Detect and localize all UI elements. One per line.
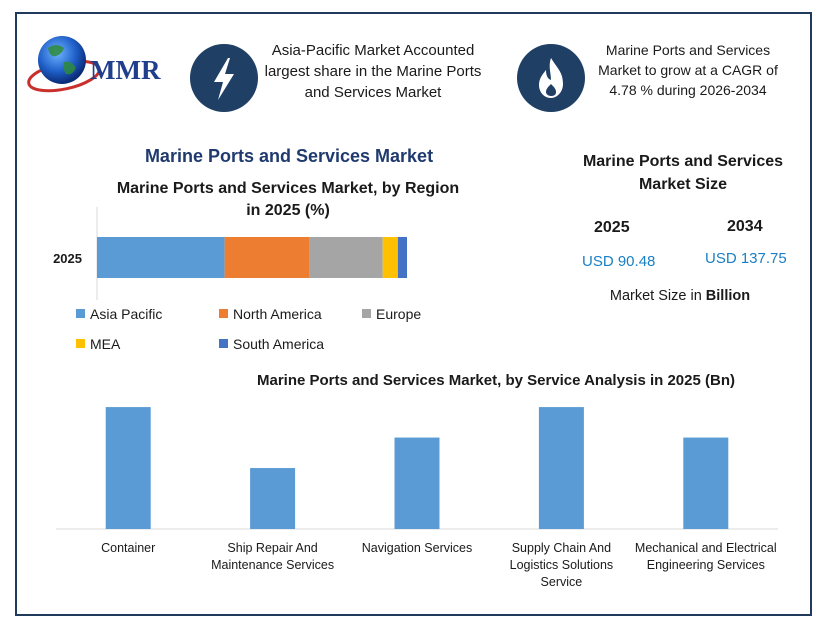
flame-icon xyxy=(517,44,585,112)
legend-label: South America xyxy=(233,336,324,352)
legend-label: North America xyxy=(233,306,322,322)
callout-left-text: Asia-Pacific Market Accounted largest sh… xyxy=(258,40,488,103)
region-segment-asia-pacific xyxy=(97,237,225,278)
market-size-note-unit: Billion xyxy=(705,288,751,304)
globe-icon xyxy=(27,36,101,93)
legend-swatch xyxy=(219,309,228,318)
legend-swatch xyxy=(76,339,85,348)
market-size-title-line: Market Size xyxy=(638,176,728,193)
service-category-label: Mechanical and Electrical xyxy=(635,541,777,555)
region-segment-north-america xyxy=(224,237,310,278)
service-category-label: Service xyxy=(541,575,583,589)
service-bar xyxy=(105,407,151,529)
market-size-title: Marine Ports and Services Market Size xyxy=(570,150,796,196)
market-size-title-line: Marine Ports and Services xyxy=(582,153,784,170)
service-category-label: Navigation Services xyxy=(362,541,472,555)
region-segment-mea xyxy=(382,237,398,278)
callout-left-line: largest share in the Marine Ports xyxy=(264,63,482,80)
year-2025-label: 2025 xyxy=(594,219,630,236)
service-category-label: Ship Repair And xyxy=(227,541,317,555)
market-size-note: Market Size in Billion xyxy=(580,288,780,304)
callout-right-line: Market to grow at a CAGR of xyxy=(598,62,778,78)
service-category-label: Maintenance Services xyxy=(211,558,334,572)
lightning-icon xyxy=(190,44,258,112)
legend-label: Asia Pacific xyxy=(90,306,162,322)
callout-left-line: Asia-Pacific Market Accounted xyxy=(271,42,475,59)
infographic-frame xyxy=(15,12,812,616)
region-segment-europe xyxy=(309,237,383,278)
service-chart-title: Marine Ports and Services Market, by Ser… xyxy=(257,372,735,389)
main-title: Marine Ports and Services Market xyxy=(144,146,434,166)
mmr-logo xyxy=(24,32,174,102)
market-size-note-prefix: Market Size in xyxy=(609,288,706,304)
service-bar xyxy=(250,468,296,529)
legend-label: Europe xyxy=(376,306,421,322)
region-category-label: 2025 xyxy=(53,251,82,266)
service-bar xyxy=(394,437,440,529)
legend-swatch xyxy=(362,309,371,318)
market-value-2034: USD 137.75 xyxy=(705,250,787,267)
service-category-label: Supply Chain And xyxy=(512,541,611,555)
region-chart-title-line: in 2025 (%) xyxy=(246,202,330,219)
legend-label: MEA xyxy=(90,336,121,352)
logo-text: MMR xyxy=(90,55,161,85)
service-bar xyxy=(538,407,584,529)
legend-swatch xyxy=(76,309,85,318)
year-2034-label: 2034 xyxy=(727,218,763,235)
service-category-label: Logistics Solutions xyxy=(510,558,614,572)
legend-swatch xyxy=(219,339,228,348)
region-chart-title-line: Marine Ports and Services Market, by Reg… xyxy=(116,180,460,197)
region-segment-south-america xyxy=(397,237,407,278)
callout-right-text: Marine Ports and Services Market to grow… xyxy=(590,40,786,100)
service-category-label: Engineering Services xyxy=(647,558,765,572)
callout-right-line: 4.78 % during 2026-2034 xyxy=(609,82,767,98)
callout-right-line: Marine Ports and Services xyxy=(605,42,771,58)
market-value-2025: USD 90.48 xyxy=(582,253,656,270)
callout-left-line: and Services Market xyxy=(304,84,442,101)
region-chart-title: Marine Ports and Services Market, by Reg… xyxy=(98,178,478,222)
service-bar xyxy=(683,437,729,529)
service-category-label: Container xyxy=(101,541,155,555)
